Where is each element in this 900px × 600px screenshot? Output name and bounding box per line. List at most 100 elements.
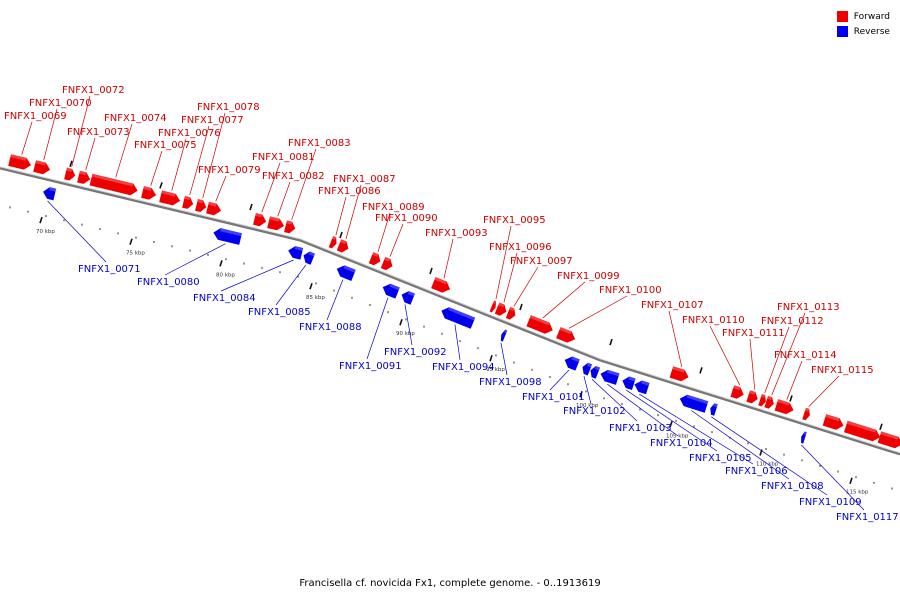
forward-gene-label: FNFX1_0082 [262,171,325,182]
scale-label: 105 kbp [666,433,689,439]
label-leaders [21,95,865,511]
forward-gene-shade [184,195,191,201]
reverse-leader [691,410,790,480]
upper-tick [789,395,793,402]
forward-gene [746,390,758,404]
scale-dot [261,266,263,269]
upper-tick [609,338,613,346]
forward-gene-label: FNFX1_0087 [333,174,396,185]
reverse-gene-shade [504,329,508,334]
forward-gene-shade [509,306,515,312]
reverse-leader [639,393,754,465]
scale-label: 90 kbp [396,331,415,337]
scale-dot [441,332,443,335]
forward-leader [85,137,96,171]
scale-dot [207,253,209,256]
scale-dot [873,481,875,484]
upper-tick [69,160,73,168]
reverse-gene [213,228,242,245]
scale-tick [309,282,313,290]
reverse-gene [622,376,636,390]
forward-gene [526,315,553,334]
legend-forward-label: Forward [853,11,890,22]
forward-gene-label: FNFX1_0077 [181,115,244,126]
forward-swatch [836,11,848,22]
reverse-gene-label: FNFX1_0094 [432,362,495,373]
scale-dot [225,258,227,261]
forward-gene-label: FNFX1_0083 [288,138,351,149]
forward-leader [542,281,586,319]
scale-dot [585,390,587,393]
forward-leader [443,238,454,279]
forward-leader [291,148,317,220]
scale-label: 115 kbp [846,490,869,496]
forward-gene [253,213,267,227]
scale-dot [297,275,299,278]
reverse-gene [401,291,415,305]
forward-gene [844,420,881,442]
reverse-leader [47,200,107,263]
forward-gene-label: FNFX1_0115 [811,365,874,376]
reverse-swatch [836,26,848,37]
forward-gene-shade [255,213,263,218]
forward-gene-shade [559,327,572,335]
forward-gene-shade [733,385,741,391]
upper-tick [339,231,343,239]
scale-label: 80 kbp [216,272,235,278]
forward-leader [668,310,683,367]
reverse-gene [382,283,400,299]
reverse-gene-label: FNFX1_0104 [650,438,713,449]
scale-tick [399,318,403,326]
upper-tick [879,423,883,430]
scale-dot [315,282,317,285]
reverse-gene [336,265,356,281]
reverse-gene-shade [571,356,580,363]
scale-dot [279,271,281,274]
scale-dot [45,215,47,218]
backbone-highlight [0,166,900,454]
forward-leader [43,108,58,161]
forward-leader [377,212,391,253]
forward-gene-label: FNFX1_0079 [198,165,261,176]
forward-gene-shade [493,300,497,304]
gene-labels: FNFX1_0069 FNFX1_0070 FNFX1_0072 FNFX1_0073… [4,85,899,523]
scale-tick [39,216,43,224]
gene-features [8,154,900,449]
forward-gene [182,195,194,209]
forward-gene-label: FNFX1_0096 [489,242,552,253]
scale-dot [135,236,137,239]
reverse-gene [303,251,315,265]
forward-gene-shade [749,390,756,395]
forward-leader [215,175,227,202]
reverse-gene-shade [49,187,57,192]
forward-gene-label: FNFX1_0113 [777,302,840,313]
forward-gene-shade [269,216,280,222]
reverse-leader [454,324,461,361]
reverse-leader [801,444,865,511]
forward-gene-shade [777,399,790,406]
reverse-gene-shade [628,376,636,382]
forward-gene-shade [143,186,152,191]
scale-dot [369,304,371,306]
scale-tick [669,421,673,428]
scale-dot [63,219,65,222]
scale-label: 110 kbp [756,462,779,468]
forward-gene-shade [825,414,840,422]
forward-gene-shade [498,302,505,308]
reverse-leader [404,304,413,346]
forward-gene [141,186,157,200]
reverse-leader [583,375,592,405]
legend-forward: Forward [836,9,890,24]
scale-dot [153,240,155,243]
scale-ticks: 70 kbp 75 kbp 80 kbp 85 kbp 90 kbp 95 kbp 100 … [9,160,893,496]
forward-gene-shade [880,431,899,440]
forward-leader [335,196,347,236]
reverse-gene-shade [641,380,650,386]
scale-dot [405,318,407,321]
reverse-gene [582,362,593,376]
scale-dot [567,383,569,386]
forward-gene-shade [286,220,293,225]
scale-dot [819,464,821,467]
forward-gene [730,385,744,399]
reverse-leader [500,342,508,376]
